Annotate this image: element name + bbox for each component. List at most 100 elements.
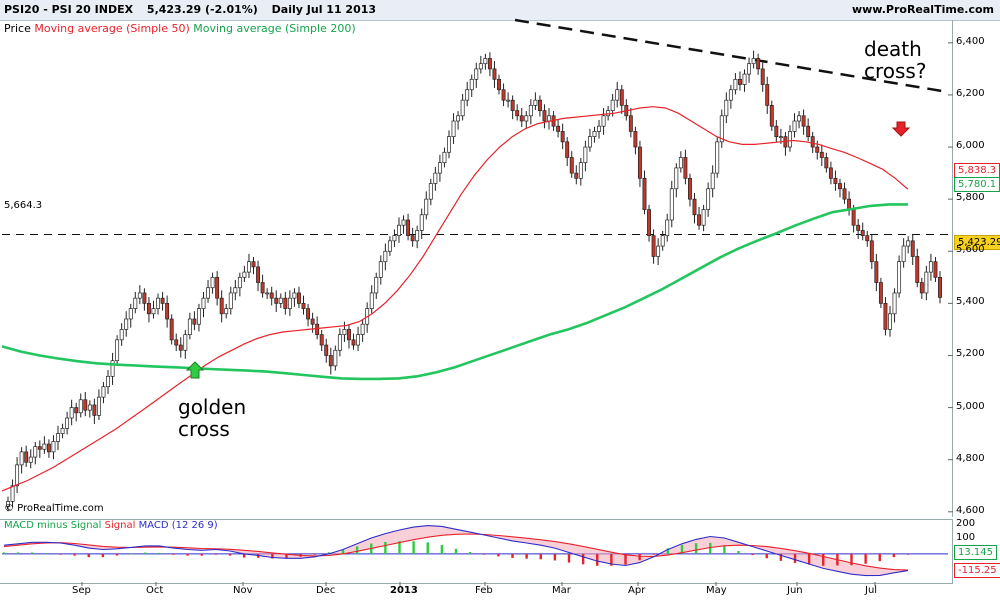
legend-price: Price xyxy=(4,22,31,35)
candle-body xyxy=(928,261,933,273)
candle-body xyxy=(506,99,511,102)
candle-body xyxy=(892,292,897,315)
macd-histogram-bar xyxy=(680,544,684,554)
candle-body xyxy=(392,235,397,242)
candle-body xyxy=(760,68,765,85)
candle-body xyxy=(710,172,715,190)
macd-histogram-bar xyxy=(129,553,133,555)
candle-body xyxy=(665,219,670,236)
candle-body xyxy=(515,110,520,117)
macd-histogram-bar xyxy=(59,553,62,555)
x-tick-label: May xyxy=(706,585,727,596)
candle-body xyxy=(633,131,638,148)
candle-body xyxy=(356,334,361,346)
macd-y-tick-label: 200 xyxy=(956,517,976,529)
candle-body xyxy=(433,172,438,184)
hline-label: 5,664.3 xyxy=(4,200,43,211)
macd-histogram-bar xyxy=(737,551,740,554)
candle-body xyxy=(915,256,920,283)
candle-body xyxy=(24,451,29,463)
macd-histogram-bar xyxy=(285,553,288,558)
candle-body xyxy=(601,115,606,127)
candle-body xyxy=(451,120,456,137)
macd-histogram-bar xyxy=(214,553,218,555)
macd-histogram-bar xyxy=(793,553,797,563)
candle-body xyxy=(756,58,761,70)
x-tick-label: Jun xyxy=(787,585,803,596)
candle-body xyxy=(706,188,711,210)
macd-value-tag: 13.145 xyxy=(954,545,997,560)
macd-histogram-bar xyxy=(200,553,203,556)
candle-body xyxy=(301,303,306,309)
candle-body xyxy=(6,501,10,507)
candle-body xyxy=(933,261,938,278)
candle-body xyxy=(215,276,220,299)
x-tick-label: Jul xyxy=(865,585,878,596)
macd-histogram-bar xyxy=(525,553,528,559)
candle-body xyxy=(547,115,551,122)
candle-body xyxy=(524,115,529,122)
candle-body xyxy=(674,167,679,190)
candle-body xyxy=(497,78,501,91)
candle-body xyxy=(106,375,110,388)
macd-histogram-bar xyxy=(497,553,500,557)
candle-body xyxy=(533,99,538,106)
candle-body xyxy=(247,261,251,273)
candle-body xyxy=(733,78,738,91)
candle-body xyxy=(869,240,874,263)
legend-macd-signal: Signal xyxy=(104,520,136,531)
y-tick-label: 5,000 xyxy=(956,400,985,412)
candle-body xyxy=(265,292,270,295)
macd-histogram-bar xyxy=(666,548,670,554)
legend-macd-line: MACD (12 26 9) xyxy=(138,520,218,531)
macd-histogram-bar xyxy=(313,553,316,555)
macd-histogram-bar xyxy=(807,553,811,565)
macd-histogram-bar xyxy=(2,552,6,554)
site-link[interactable]: www.ProRealTime.com xyxy=(851,3,994,16)
candle-body xyxy=(678,157,683,169)
candle-body xyxy=(637,146,642,179)
candle-body xyxy=(146,303,151,315)
last-price-tag: 5,423.29 xyxy=(954,235,1000,250)
candle-body xyxy=(565,141,570,158)
x-tick-label: 2013 xyxy=(390,585,418,596)
candle-body xyxy=(65,417,70,429)
candle-body xyxy=(219,297,224,315)
candle-body xyxy=(569,157,574,174)
candle-body xyxy=(315,323,320,335)
candle-body xyxy=(83,399,88,411)
death-cross-down-arrow xyxy=(891,121,911,137)
candle-body xyxy=(833,177,838,184)
candle-body xyxy=(96,396,101,416)
macd-histogram-bar xyxy=(271,553,274,559)
candle-body xyxy=(810,136,815,148)
candle-body xyxy=(287,297,292,309)
resistance-trendline xyxy=(514,18,949,94)
candle-body xyxy=(51,441,56,453)
candle-body xyxy=(37,446,42,450)
candle-body xyxy=(888,313,892,330)
macd-histogram-bar xyxy=(511,553,514,558)
candle-body xyxy=(447,136,451,153)
macd-histogram-bar xyxy=(906,553,910,555)
macd-histogram-bar xyxy=(610,553,613,566)
candle-body xyxy=(251,261,256,268)
candle-body xyxy=(256,266,260,283)
macd-histogram-bar xyxy=(596,553,599,566)
macd-histogram-bar xyxy=(878,553,881,562)
candle-body xyxy=(110,360,115,377)
macd-histogram-bar xyxy=(384,542,387,554)
candle-body xyxy=(292,292,297,299)
candle-body xyxy=(715,141,720,174)
macd-histogram-bar xyxy=(483,553,486,555)
candle-body xyxy=(851,209,856,226)
golden-line1: golden xyxy=(178,395,247,419)
candle-body xyxy=(201,297,206,309)
candle-body xyxy=(383,250,388,263)
candle-body xyxy=(410,235,415,242)
macd-histogram-bar xyxy=(454,548,458,554)
candle-body xyxy=(615,89,620,101)
legend-ma200: Moving average (Simple 200) xyxy=(193,22,356,35)
candle-body xyxy=(260,282,265,294)
x-tick-label: Apr xyxy=(628,585,646,596)
